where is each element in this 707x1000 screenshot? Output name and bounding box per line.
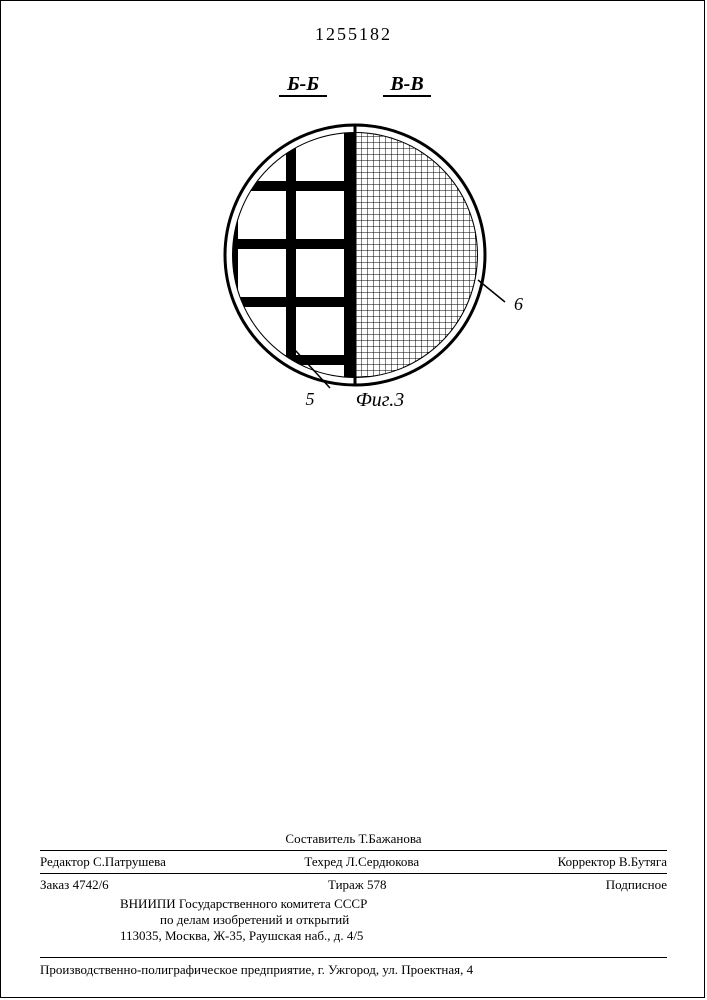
compiler-row: Составитель Т.Бажанова — [40, 828, 667, 850]
subscription: Подписное — [606, 877, 667, 893]
corrector-label: Корректор — [558, 854, 616, 869]
org-block: ВНИИПИ Государственного комитета СССР по… — [40, 896, 667, 944]
order-row: Заказ 4742/6 Тираж 578 Подписное — [40, 874, 667, 896]
order-label: Заказ — [40, 877, 69, 892]
hr-3 — [40, 957, 667, 958]
techred-name: Л.Сердюкова — [346, 854, 419, 869]
footer-block: Составитель Т.Бажанова Редактор С.Патруш… — [40, 828, 667, 944]
techred-label: Техред — [304, 854, 342, 869]
printshop-text: Производственно-полиграфическое предприя… — [40, 962, 667, 978]
corrector-name: В.Бутяга — [619, 854, 667, 869]
ref-number-5: 5 — [306, 389, 315, 409]
figure-caption: Фиг.3 — [356, 389, 405, 410]
editor-label: Редактор — [40, 854, 90, 869]
order-value: 4742/6 — [73, 877, 109, 892]
section-label-right: В-В — [389, 73, 423, 95]
figure-svg: Б-Б В-В 5 6 Фиг.3 — [175, 70, 535, 410]
leader-right — [478, 280, 505, 302]
org-line3: 113035, Москва, Ж-35, Раушская наб., д. … — [120, 928, 667, 944]
document-number: 1255182 — [0, 24, 707, 45]
left-half-coarse-grid — [215, 115, 365, 405]
credits-row: Редактор С.Патрушева Техред Л.Сердюкова … — [40, 851, 667, 873]
org-line1: ВНИИПИ Государственного комитета СССР — [120, 896, 667, 912]
printshop-block: Производственно-полиграфическое предприя… — [40, 957, 667, 978]
org-line2: по делам изобретений и открытий — [120, 912, 667, 928]
compiler-label: Составитель — [285, 831, 355, 846]
editor-name: С.Патрушева — [93, 854, 166, 869]
compiler-name: Т.Бажанова — [359, 831, 422, 846]
tirazh-value: 578 — [367, 877, 387, 892]
ref-number-6: 6 — [514, 294, 523, 314]
figure-3: Б-Б В-В 5 6 Фиг.3 — [175, 70, 535, 410]
section-label-left: Б-Б — [286, 73, 319, 95]
right-half-fine-grid — [355, 125, 490, 395]
tirazh-label: Тираж — [328, 877, 364, 892]
